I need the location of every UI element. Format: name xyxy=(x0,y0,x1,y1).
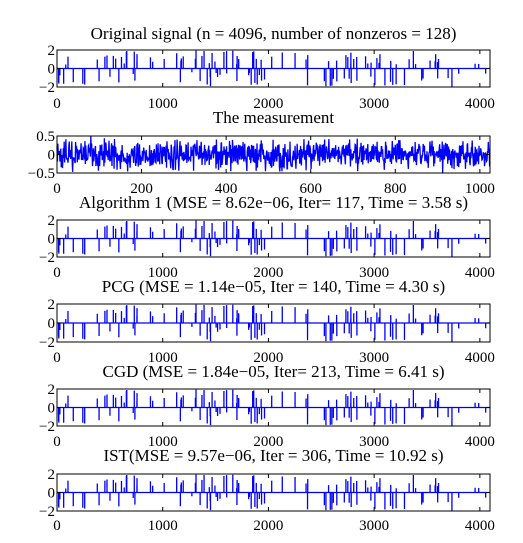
subplot-title: CGD (MSE = 1.84e−05, Iter= 213, Time = 6… xyxy=(103,362,445,381)
y-tick-label: −2 xyxy=(39,504,55,520)
x-tick-label: 4000 xyxy=(465,350,495,366)
y-tick-label: 0 xyxy=(48,148,56,164)
subplot-title: PCG (MSE = 1.14e−05, Iter = 140, Time = … xyxy=(102,277,445,296)
y-tick-label: 2 xyxy=(48,213,56,229)
x-tick-label: 2000 xyxy=(253,350,283,366)
x-tick-label: 2000 xyxy=(253,434,283,450)
data-series-line xyxy=(57,389,490,426)
y-tick-label: −2 xyxy=(39,250,55,266)
x-tick-label: 4000 xyxy=(465,518,495,534)
x-tick-label: 0 xyxy=(53,265,61,281)
y-tick-label: −2 xyxy=(39,335,55,351)
x-tick-label: 1000 xyxy=(148,434,178,450)
x-tick-label: 4000 xyxy=(465,96,495,112)
subplot-title: The measurement xyxy=(213,108,335,127)
x-tick-label: 0 xyxy=(53,434,61,450)
x-tick-label: 2000 xyxy=(253,265,283,281)
x-tick-label: 400 xyxy=(215,181,238,197)
x-tick-label: 3000 xyxy=(359,96,389,112)
y-tick-label: 0 xyxy=(48,232,56,248)
y-tick-label: 2 xyxy=(48,43,56,59)
x-tick-label: 1000 xyxy=(148,96,178,112)
subplot-title: Algorithm 1 (MSE = 8.62e−06, Iter= 117, … xyxy=(79,193,468,212)
y-tick-label: 0 xyxy=(48,62,56,78)
subplot-4: PCG (MSE = 1.14e−05, Iter = 140, Time = … xyxy=(39,277,495,366)
y-tick-label: 0.5 xyxy=(36,129,55,145)
y-tick-label: 0 xyxy=(48,401,56,417)
y-tick-label: 2 xyxy=(48,467,56,483)
x-tick-label: 0 xyxy=(53,96,61,112)
subplot-title: Original signal (n = 4096, number of non… xyxy=(91,24,457,43)
data-series-line xyxy=(57,304,490,342)
subplot-3: Algorithm 1 (MSE = 8.62e−06, Iter= 117, … xyxy=(39,193,495,281)
y-tick-label: 2 xyxy=(48,382,56,398)
y-tick-label: 0 xyxy=(48,316,56,332)
subplot-5: CGD (MSE = 1.84e−05, Iter= 213, Time = 6… xyxy=(39,362,495,450)
y-tick-label: −0.5 xyxy=(28,166,55,182)
y-tick-label: −2 xyxy=(39,419,55,435)
data-series-line xyxy=(57,474,490,511)
x-tick-label: 4000 xyxy=(465,265,495,281)
x-tick-label: 1000 xyxy=(465,181,495,197)
x-tick-label: 600 xyxy=(299,181,322,197)
subplot-6: IST(MSE = 9.57e−06, Iter = 306, Time = 1… xyxy=(39,446,495,534)
x-tick-label: 1000 xyxy=(148,350,178,366)
x-tick-label: 4000 xyxy=(465,434,495,450)
x-tick-label: 800 xyxy=(384,181,407,197)
subplot-title: IST(MSE = 9.57e−06, Iter = 306, Time = 1… xyxy=(103,446,443,465)
x-tick-label: 2000 xyxy=(253,518,283,534)
data-series-line xyxy=(57,50,490,87)
data-series-line xyxy=(56,135,491,173)
x-tick-label: 200 xyxy=(130,181,153,197)
x-tick-label: 3000 xyxy=(359,350,389,366)
data-series-line xyxy=(57,220,490,257)
x-tick-label: 3000 xyxy=(359,434,389,450)
y-tick-label: −2 xyxy=(39,80,55,96)
x-tick-label: 1000 xyxy=(148,265,178,281)
y-tick-label: 0 xyxy=(48,486,56,502)
x-tick-label: 0 xyxy=(53,518,61,534)
x-tick-label: 0 xyxy=(53,181,61,197)
subplot-1: Original signal (n = 4096, number of non… xyxy=(39,24,495,112)
x-tick-label: 1000 xyxy=(148,518,178,534)
x-tick-label: 0 xyxy=(53,350,61,366)
x-tick-label: 2000 xyxy=(253,96,283,112)
x-tick-label: 3000 xyxy=(359,265,389,281)
y-tick-label: 2 xyxy=(48,297,56,313)
x-tick-label: 3000 xyxy=(359,518,389,534)
